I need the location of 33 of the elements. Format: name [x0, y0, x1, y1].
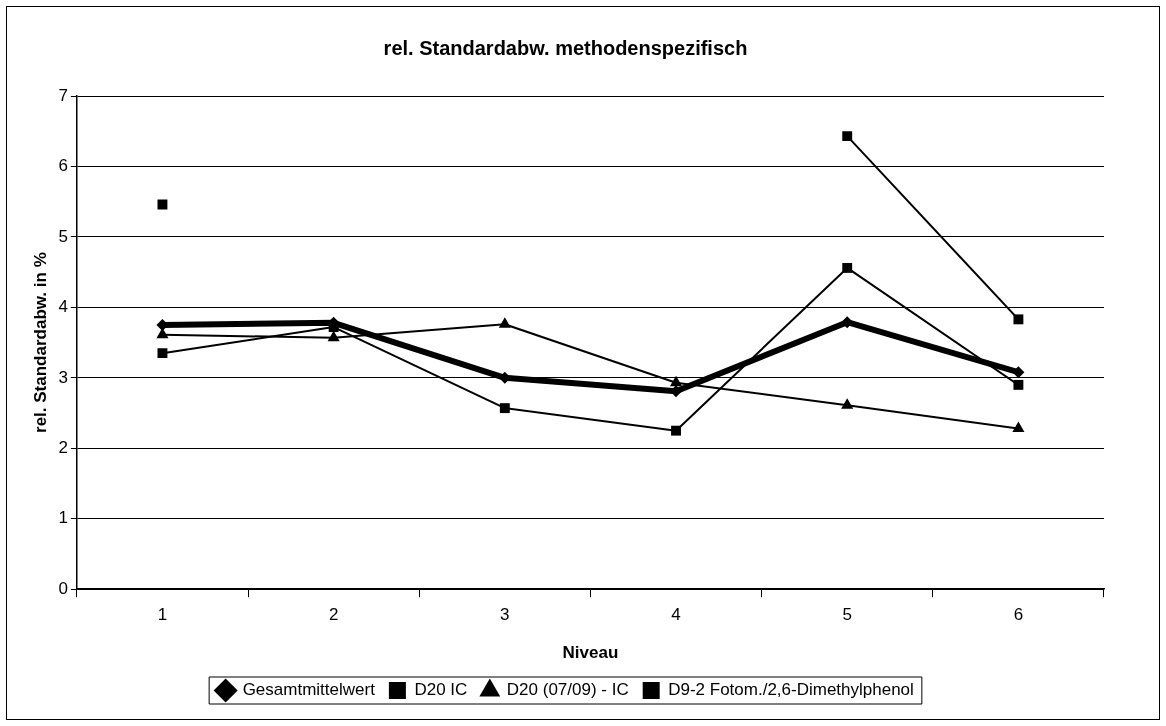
point	[1012, 366, 1025, 379]
y-tick-label: 3	[58, 367, 68, 387]
point	[1013, 314, 1024, 325]
y-tick-label: 2	[58, 437, 68, 457]
point	[669, 375, 683, 387]
legend-label: Gesamtmittelwert	[242, 680, 376, 700]
point	[842, 262, 853, 273]
legend-label: D20 IC	[414, 680, 468, 700]
point	[1013, 379, 1024, 390]
y-tick-label: 1	[58, 508, 68, 528]
x-tick-label: 6	[1013, 605, 1024, 625]
point	[498, 317, 511, 328]
y-axis-title: rel. Standardabw. in %	[30, 252, 50, 433]
y-tick-label: 4	[58, 297, 68, 317]
legend-label: D9-2 Fotom./2,6-Dimethylphenol	[668, 680, 914, 700]
y-tick-label: 5	[58, 226, 68, 246]
x-tick-label: 4	[671, 605, 681, 625]
x-tick-label: 3	[500, 605, 510, 625]
x-tick-label: 1	[157, 605, 168, 625]
x-tick-label: 2	[328, 605, 339, 625]
point	[842, 131, 853, 142]
x-axis-title: Niveau	[562, 643, 619, 663]
chart-title: rel. Standardabw. methodenspezifisch	[383, 36, 748, 59]
point	[499, 403, 510, 414]
point	[671, 425, 681, 436]
y-tick-label: 6	[58, 156, 68, 176]
y-tick-label: 7	[58, 85, 68, 105]
x-tick-label: 5	[842, 605, 852, 625]
point	[157, 348, 168, 359]
point	[841, 398, 854, 409]
legend-label: D20 (07/09) - IC	[506, 680, 629, 700]
y-tick-label: 0	[58, 578, 68, 598]
point	[1012, 421, 1025, 433]
